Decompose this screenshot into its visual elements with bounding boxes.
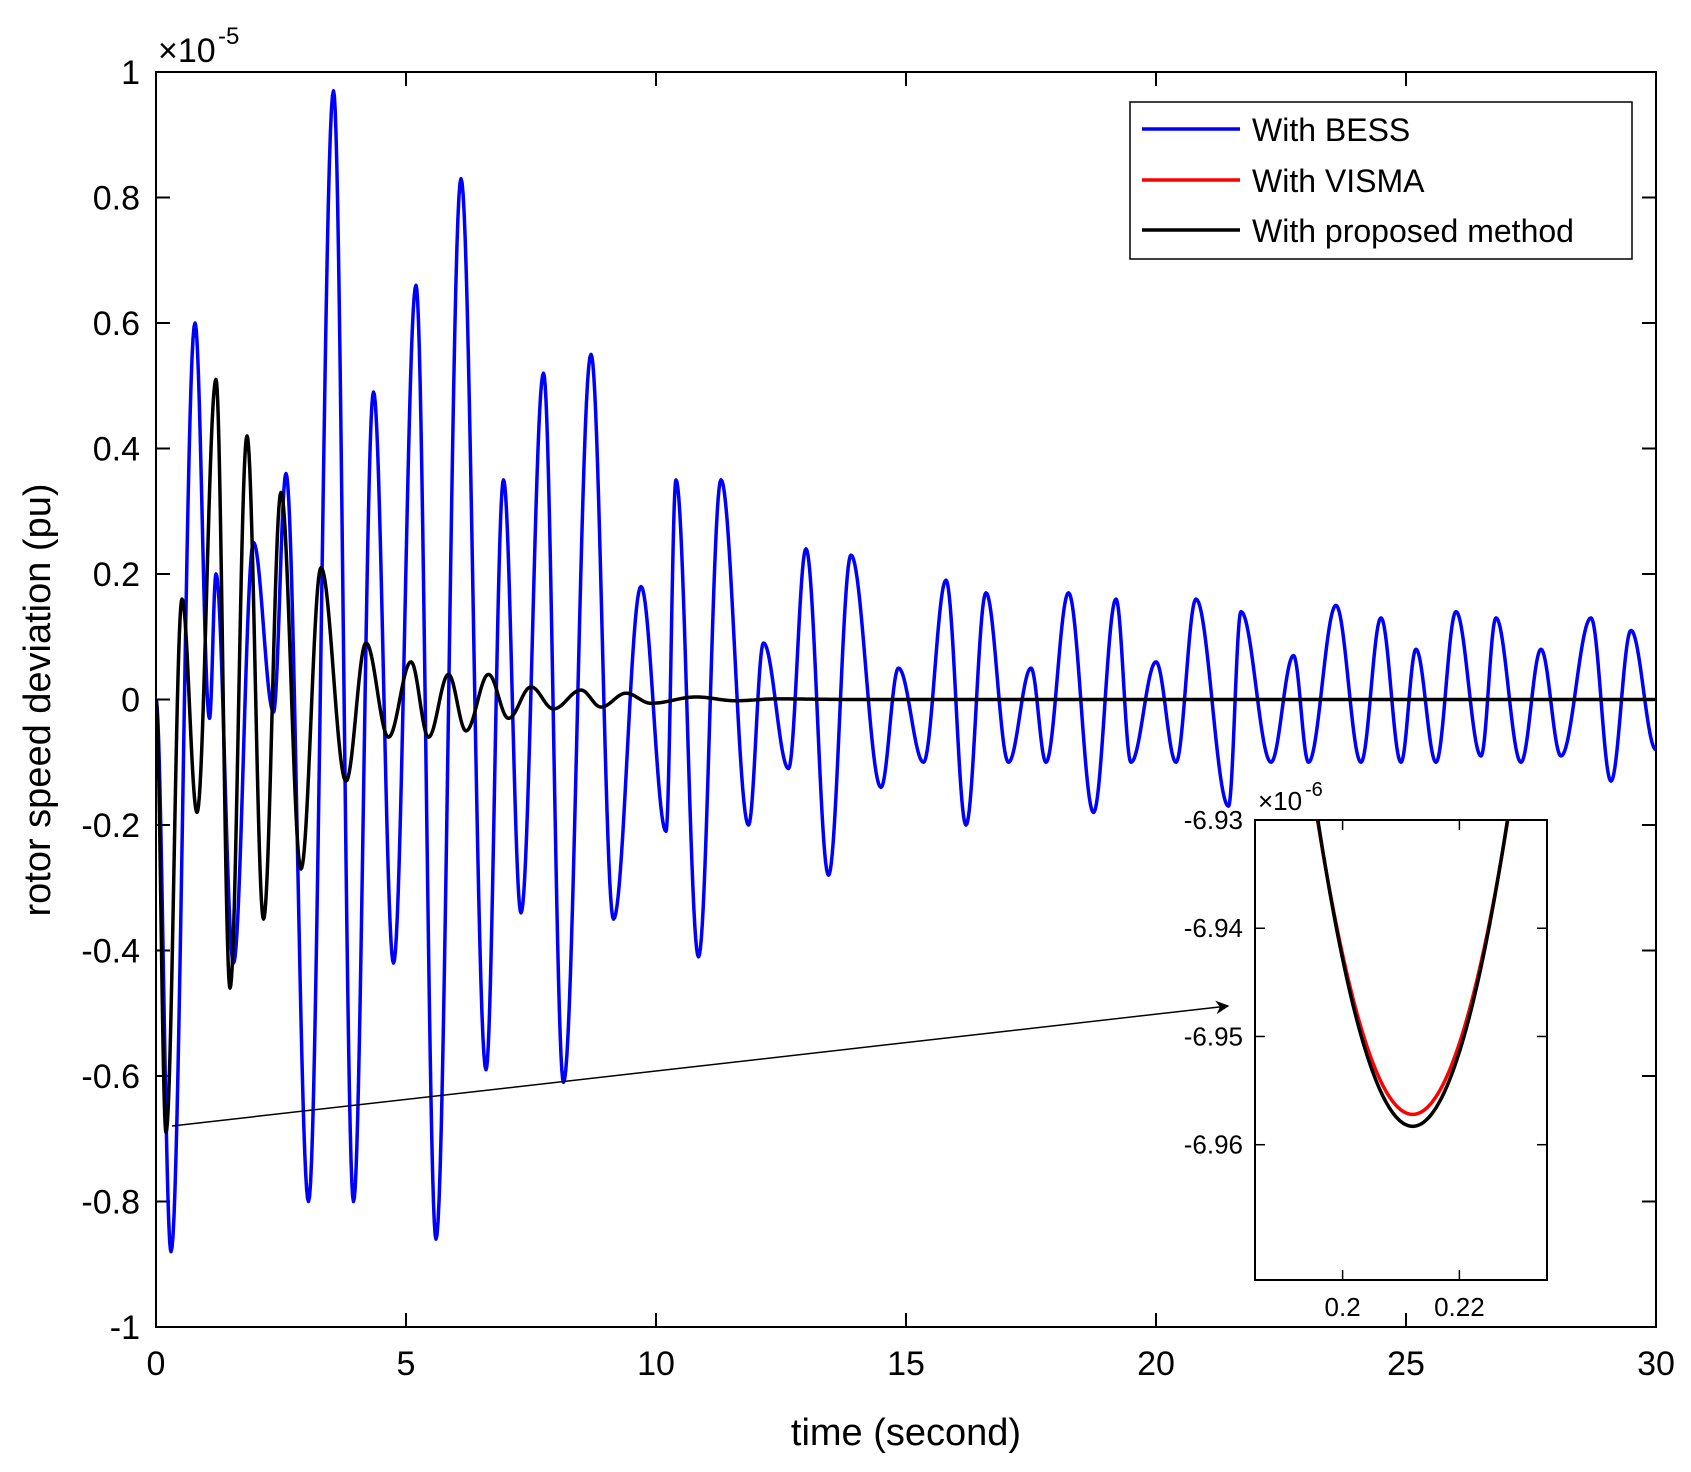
x-tick-label: 20 xyxy=(1137,1345,1175,1383)
y-tick-label: -0.6 xyxy=(81,1058,140,1096)
inset-y-tick-label: -6.94 xyxy=(1184,913,1243,943)
y-tick-label: -1 xyxy=(110,1309,140,1347)
inset-y-tick-label: -6.93 xyxy=(1184,805,1243,835)
inset-y-multiplier: ×10 xyxy=(1258,786,1302,816)
x-tick-label: 30 xyxy=(1637,1345,1675,1383)
series-line-with-proposed-method xyxy=(156,377,1656,1135)
legend-label-with-visma: With VISMA xyxy=(1252,163,1425,199)
x-tick-label: 15 xyxy=(887,1345,925,1383)
legend-label-with-proposed-method: With proposed method xyxy=(1252,213,1574,249)
inset-y-multiplier-exponent: -6 xyxy=(1305,779,1323,801)
y-tick-label: 0 xyxy=(121,682,140,720)
y-tick-label: -0.2 xyxy=(81,807,140,845)
y-tick-label: 0.8 xyxy=(93,180,140,218)
inset-x-tick-label: 0.2 xyxy=(1325,1292,1361,1322)
y-axis-label: rotor speed deviation (pu) xyxy=(17,483,59,916)
y-tick-label: -0.8 xyxy=(81,1184,140,1222)
y-tick-label: 0.2 xyxy=(93,556,140,594)
zoom-arrow xyxy=(171,1000,1230,1127)
legend: With BESS With VISMA With proposed metho… xyxy=(1129,101,1633,260)
inset-series-with-proposed-method xyxy=(1316,820,1510,1129)
inset-ticks: 0.2 0.22 -6.96 -6.95 -6.94 -6.93 xyxy=(1184,805,1547,1322)
y-tick-label: 0.4 xyxy=(93,431,140,469)
x-tick-label: 10 xyxy=(637,1345,675,1383)
legend-label-with-bess: With BESS xyxy=(1252,112,1410,148)
x-tick-label: 0 xyxy=(147,1345,166,1383)
y-tick-label: -0.4 xyxy=(81,933,140,971)
x-tick-label: 25 xyxy=(1387,1345,1425,1383)
y-multiplier: ×10 xyxy=(158,32,216,70)
inset-y-tick-label: -6.95 xyxy=(1184,1021,1243,1051)
inset-plot-area xyxy=(1254,819,1548,1281)
main-ticks: 0 5 10 15 20 25 30 -1 -0.8 -0.6 -0.4 -0.2 0 0.2 0.4 0.6… xyxy=(81,54,1675,1383)
inset-y-tick-label: -6.96 xyxy=(1184,1130,1243,1160)
x-axis-label: time (second) xyxy=(791,1412,1021,1454)
series-line-with-bess xyxy=(156,89,1656,1254)
y-multiplier-exponent: -5 xyxy=(218,23,239,50)
y-tick-label: 1 xyxy=(121,54,140,92)
inset-x-tick-label: 0.22 xyxy=(1434,1292,1485,1322)
y-tick-label: 0.6 xyxy=(93,305,140,343)
x-tick-label: 5 xyxy=(397,1345,416,1383)
